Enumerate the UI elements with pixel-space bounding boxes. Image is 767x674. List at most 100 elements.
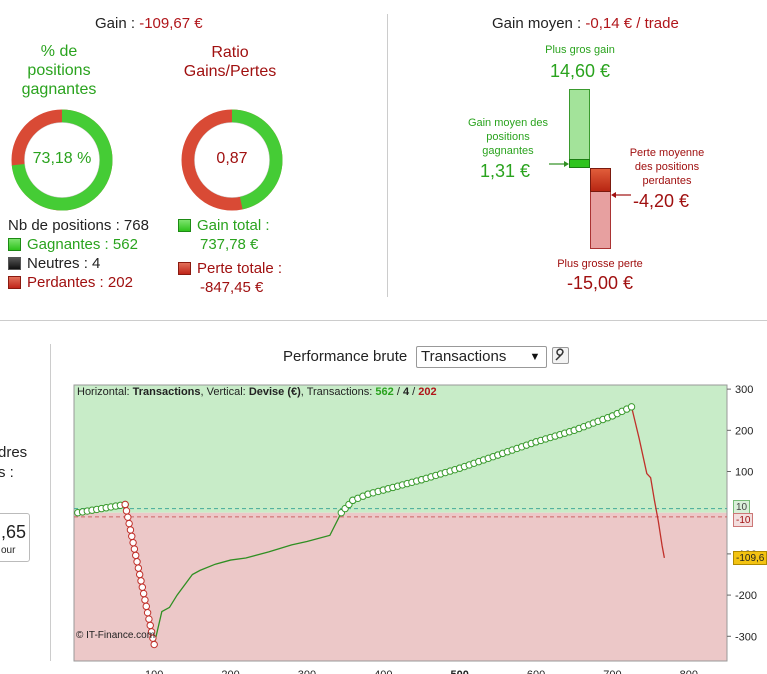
max-loss-label: Plus grosse perte (557, 258, 643, 270)
performance-chart[interactable]: 100200300400500600700800 300200100-100-2… (0, 380, 767, 674)
x-tick-label: 500 (451, 669, 469, 674)
total-gain-row: Gain total : (178, 216, 282, 235)
chart-info: Horizontal: Transactions, Vertical: Devi… (77, 386, 437, 398)
chart-info-sep1: / (394, 386, 403, 398)
trade-marker (121, 500, 129, 509)
y-tick-label: 300 (735, 384, 753, 396)
avg-gain-label: Gain moyen : (492, 15, 582, 32)
neutrals-text: Neutres : 4 (27, 255, 101, 272)
ref-upper-tag: 10 (733, 499, 751, 514)
black-square-icon (8, 257, 21, 270)
trade-marker (134, 564, 143, 572)
gain-value: -109,67 € (139, 15, 203, 32)
transactions-select[interactable]: Transactions ▼ (416, 346, 547, 368)
left-partial-line1: dres (0, 444, 28, 461)
trade-marker (128, 532, 136, 540)
y-tick-label: 100 (735, 467, 753, 479)
arrow-right-icon (549, 155, 569, 167)
red-square-icon (8, 276, 21, 289)
neutrals-row: Neutres : 4 (8, 254, 149, 273)
win-pct-value: 73,18 % (32, 150, 92, 167)
avg-win-label: Gain moyen des positions gagnantes (467, 117, 549, 157)
losers-text: Perdantes : 202 (27, 274, 133, 291)
trade-marker (139, 589, 148, 598)
trade-marker (146, 621, 154, 630)
y-tick-label: 200 (735, 425, 753, 437)
max-loss-value: -15,00 € (566, 273, 634, 293)
ratio-title: Ratio Gains/Pertes (160, 43, 300, 81)
trade-markers (74, 403, 636, 649)
losers-row: Perdantes : 202 (8, 273, 149, 292)
green-square-icon (8, 238, 21, 251)
divider-horizontal (0, 320, 767, 321)
series-line-1 (630, 406, 666, 558)
x-tick-label: 200 (221, 669, 239, 674)
ratio-title-line1: Ratio (211, 44, 249, 61)
trade-marker (142, 602, 150, 611)
x-tick-label: 100 (145, 669, 163, 674)
trade-marker (124, 513, 132, 521)
trade-marker (133, 558, 141, 566)
gain-bar-avg (569, 159, 590, 168)
trade-marker (145, 615, 153, 623)
ratio-donut: 0,87 (180, 108, 284, 212)
loss-bar-avg (590, 168, 611, 192)
dropdown-arrow-icon[interactable]: ▼ (529, 351, 541, 363)
donut-hole (24, 122, 100, 198)
chart-info-tx-label: , Transactions: (301, 386, 373, 398)
x-tick-label: 800 (680, 669, 698, 674)
chart-info-mid: , Vertical: (201, 386, 246, 398)
win-arc (11, 109, 113, 211)
watermark: © IT-Finance.com (76, 630, 155, 641)
avg-gain-header: Gain moyen : -0,14 € / trade (492, 15, 679, 32)
chart-info-win: 562 (375, 386, 393, 398)
trade-marker (135, 570, 144, 579)
x-tick-label: 600 (527, 669, 545, 674)
max-gain-label: Plus gros gain (545, 44, 615, 56)
positive-zone (74, 385, 727, 513)
y-tick-label: -300 (735, 631, 757, 643)
chart-info-prefix: Horizontal: (77, 386, 130, 398)
winners-text: Gagnantes : 562 (27, 236, 138, 253)
max-gain-value: 14,60 € (549, 61, 611, 81)
chart-info-neutral: 4 (403, 386, 410, 398)
wrench-icon[interactable] (552, 347, 569, 364)
gain-bar-max (569, 89, 590, 168)
trade-marker (125, 519, 133, 528)
left-partial-line2: s : (0, 464, 14, 481)
win-pct-donut: 73,18 % (10, 108, 114, 212)
last-value-tag: -109,6 (733, 550, 767, 565)
trade-marker (627, 403, 636, 411)
performance-title: Performance brute (283, 348, 408, 365)
trade-marker (137, 577, 145, 585)
trade-marker (132, 551, 140, 560)
trade-marker (130, 545, 139, 553)
win-pct-title: % de positions gagnantes (21, 43, 97, 98)
divider-vertical-top (387, 14, 388, 297)
left-partial-box-value: ,65 (1, 522, 27, 542)
y-tick-label: -200 (735, 590, 757, 602)
chart-info-sep2: / (409, 386, 418, 398)
green-square-icon (178, 219, 191, 232)
trade-marker (150, 640, 158, 649)
gain-arc (181, 109, 283, 211)
gain-label: Gain : (95, 15, 136, 32)
chart-info-h: Transactions (133, 386, 201, 398)
donut-hole (194, 122, 270, 198)
arrow-left-icon (611, 186, 631, 198)
x-axis-ticks: 100 200 300 400 500 600 700 800 (145, 669, 698, 674)
plot-border (73, 384, 728, 662)
x-tick-label: 300 (298, 669, 316, 674)
winners-row: Gagnantes : 562 (8, 235, 149, 254)
total-gain-value: 737,78 € (200, 236, 259, 253)
chart-info-v: Devise (€) (249, 386, 301, 398)
total-gain-label: Gain total : (197, 217, 270, 234)
trade-marker (138, 583, 147, 591)
divider-vertical-bottom (50, 344, 51, 661)
red-square-icon (178, 262, 191, 275)
avg-gain-value: -0,14 € / trade (585, 15, 679, 32)
total-loss-row: Perte totale : (178, 259, 282, 278)
trade-marker (143, 608, 152, 617)
transactions-select-value: Transactions (421, 348, 507, 365)
left-partial-box[interactable]: ,65 our (0, 513, 30, 562)
